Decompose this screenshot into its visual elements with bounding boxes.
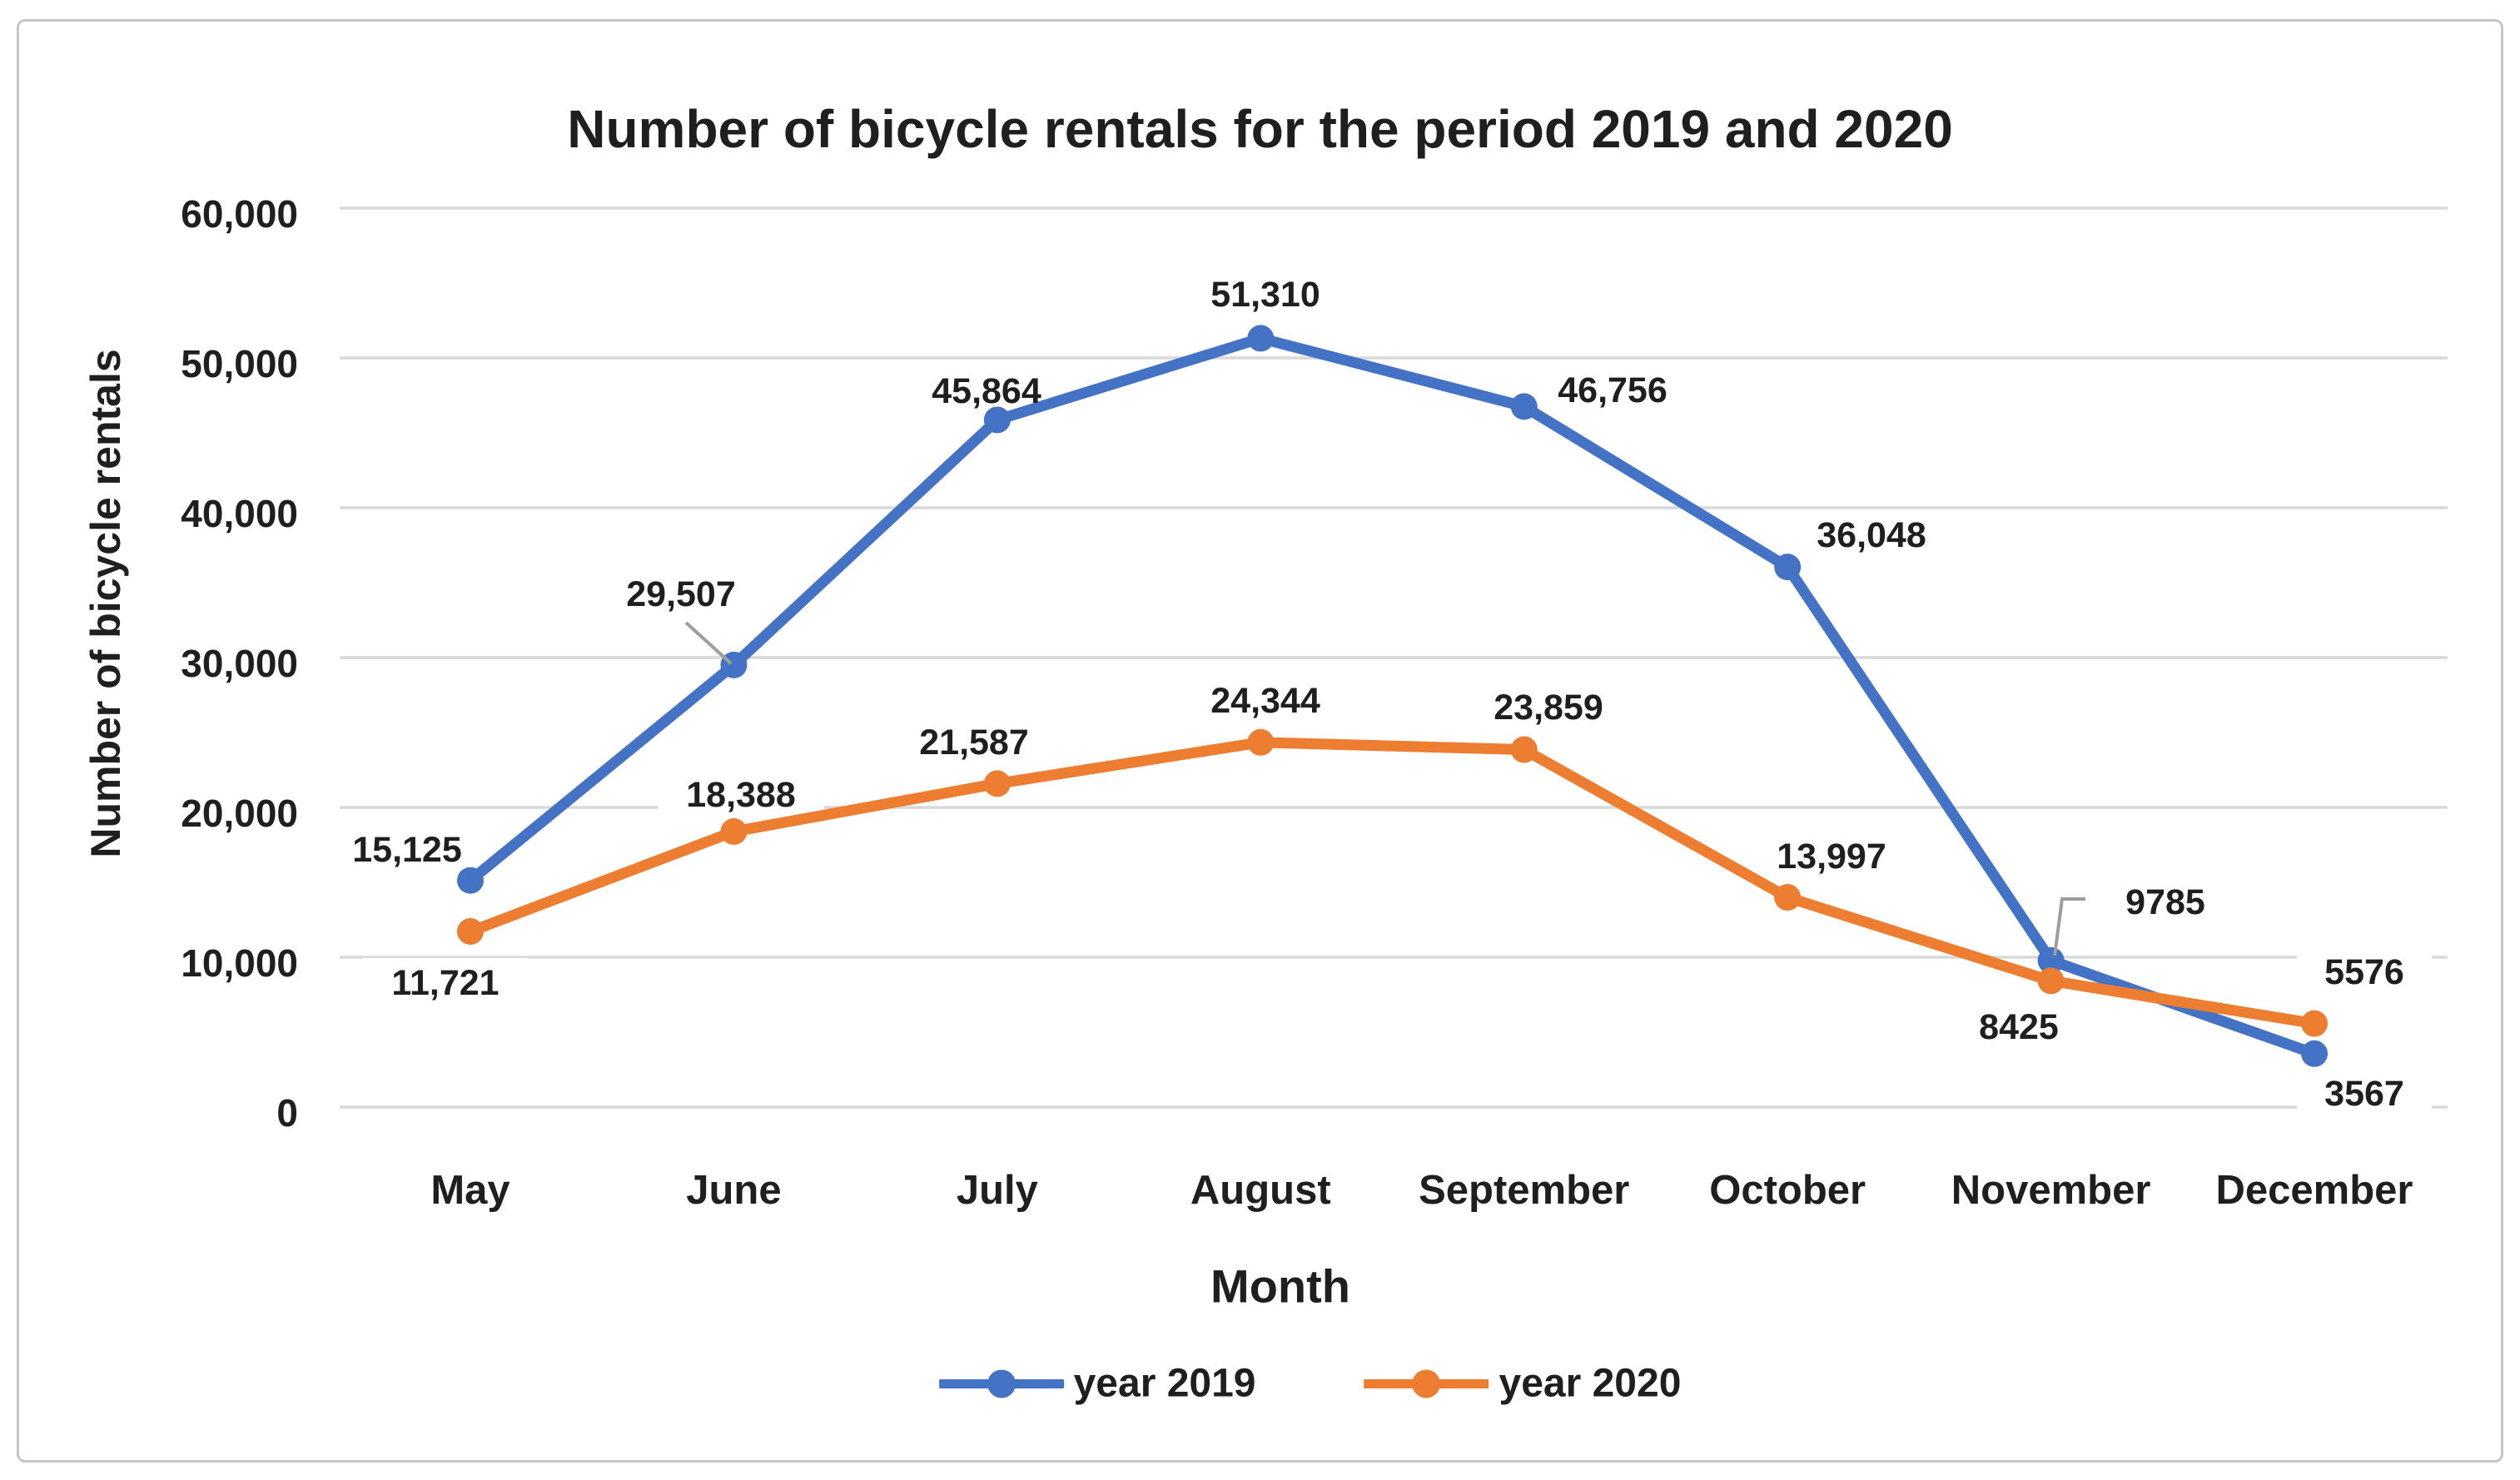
data-label: 18,388 (686, 775, 796, 815)
data-label-background (2297, 1069, 2432, 1115)
y-axis-tick-label: 20,000 (181, 792, 298, 835)
data-label-background (1182, 270, 1349, 316)
data-point-marker (1774, 554, 1802, 581)
data-label-background (1465, 683, 1632, 729)
data-point-marker (1774, 884, 1802, 911)
data-point-marker (2301, 1010, 2329, 1037)
data-point-marker (1510, 393, 1538, 420)
data-point-marker (983, 770, 1011, 797)
legend-label-2020: year 2020 (1499, 1361, 1682, 1406)
data-label: 3567 (2324, 1074, 2404, 1114)
x-axis-tick-label: June (686, 1168, 781, 1213)
y-axis-tick-label: 10,000 (181, 941, 298, 985)
data-label: 9785 (2125, 882, 2205, 922)
legend-swatch-2019-icon (938, 1369, 1064, 1398)
legend-swatch-2020-icon (1364, 1369, 1489, 1398)
data-point-marker (457, 918, 484, 946)
y-axis-tick-label: 40,000 (181, 492, 298, 535)
data-point-marker (2037, 946, 2065, 974)
data-label: 29,507 (626, 574, 736, 614)
data-label: 36,048 (1817, 515, 1926, 555)
x-axis-tick-label: November (1951, 1168, 2151, 1213)
data-label-background (324, 825, 490, 872)
data-point-marker (457, 867, 484, 894)
data-label-leader-line (2053, 897, 2085, 956)
x-axis-tick-label: October (1709, 1168, 1866, 1213)
data-label-leader-line (684, 621, 733, 665)
data-label-background (1951, 1002, 2086, 1049)
chart-title: Number of bicycle rentals for the period… (567, 99, 1953, 159)
data-label: 13,997 (1777, 837, 1886, 877)
data-label-background (2297, 947, 2432, 994)
series-line-year-2019 (465, 332, 2320, 1060)
data-label: 21,587 (919, 723, 1029, 762)
chart-legend: year 2019 year 2020 (938, 1361, 1682, 1407)
data-label: 46,756 (1558, 370, 1668, 410)
data-label-background (658, 770, 824, 817)
y-axis-tick-label: 30,000 (181, 642, 298, 685)
data-label: 51,310 (1210, 275, 1320, 315)
x-axis-tick-label: May (430, 1168, 509, 1213)
y-axis-tick-label: 50,000 (181, 342, 298, 385)
data-label-background (1788, 510, 1955, 557)
legend-label-2019: year 2019 (1073, 1361, 1256, 1406)
x-axis-tick-label: July (957, 1168, 1038, 1213)
data-label-background (891, 718, 1057, 764)
data-label-background (1529, 365, 1696, 412)
data-point-marker (2301, 1040, 2329, 1067)
x-axis-tick-label: August (1190, 1168, 1331, 1213)
data-point-marker (1247, 325, 1275, 352)
data-label: 23,859 (1494, 688, 1603, 728)
data-label-background (1748, 832, 1915, 878)
data-label-background (362, 958, 529, 1005)
data-label: 24,344 (1210, 681, 1320, 721)
legend-marker-2019 (987, 1369, 1016, 1398)
legend-marker-2020 (1412, 1369, 1441, 1398)
x-axis-tick-label: September (1419, 1168, 1629, 1213)
data-point-marker (983, 406, 1011, 434)
data-point-marker (1247, 728, 1275, 756)
data-point-marker (720, 818, 748, 846)
y-axis-tick-label: 0 (276, 1091, 298, 1135)
y-axis-title: Number of bicycle rentals (82, 349, 129, 858)
data-label: 5576 (2324, 952, 2404, 992)
x-axis-title: Month (1210, 1259, 1350, 1313)
data-label: 15,125 (352, 830, 462, 870)
legend-item-2020: year 2020 (1364, 1361, 1682, 1407)
data-label-background (1182, 676, 1349, 723)
data-point-marker (2037, 967, 2065, 995)
series-line-year-2020 (465, 737, 2320, 1030)
legend-item-2019: year 2019 (938, 1361, 1256, 1407)
data-point-marker (1510, 736, 1538, 763)
data-label-background (598, 569, 764, 616)
x-axis-tick-label: December (2216, 1168, 2413, 1213)
data-label: 45,864 (932, 371, 1041, 411)
data-label-background (2098, 877, 2233, 924)
y-axis-tick-label: 60,000 (181, 192, 298, 236)
data-label: 11,721 (391, 963, 499, 1003)
data-label: 8425 (1979, 1007, 2059, 1047)
